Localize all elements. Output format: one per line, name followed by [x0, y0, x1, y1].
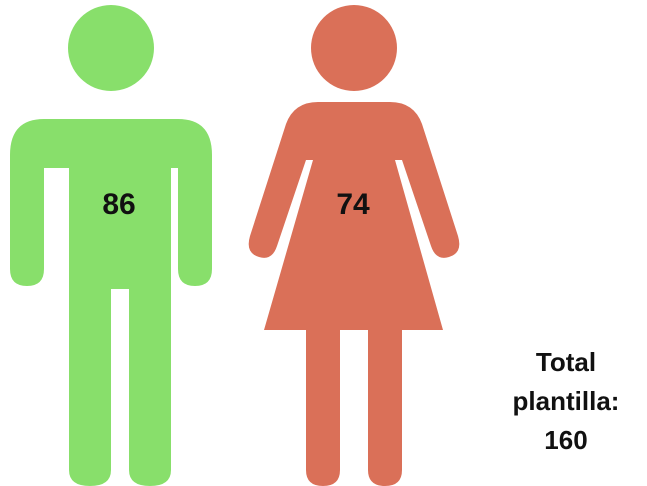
man-body	[10, 119, 212, 486]
female-count-label: 74	[336, 188, 370, 221]
man-head	[68, 5, 154, 91]
total-label-line1: Total	[535, 347, 597, 377]
woman-head	[311, 5, 397, 91]
woman-icon	[248, 5, 460, 486]
total-value: 160	[544, 425, 588, 455]
man-icon	[10, 5, 212, 486]
total-label-line2: plantilla:	[512, 386, 620, 416]
male-count-label: 86	[102, 188, 136, 221]
total-headcount: Total plantilla: 160	[486, 343, 646, 460]
woman-body	[248, 102, 460, 486]
